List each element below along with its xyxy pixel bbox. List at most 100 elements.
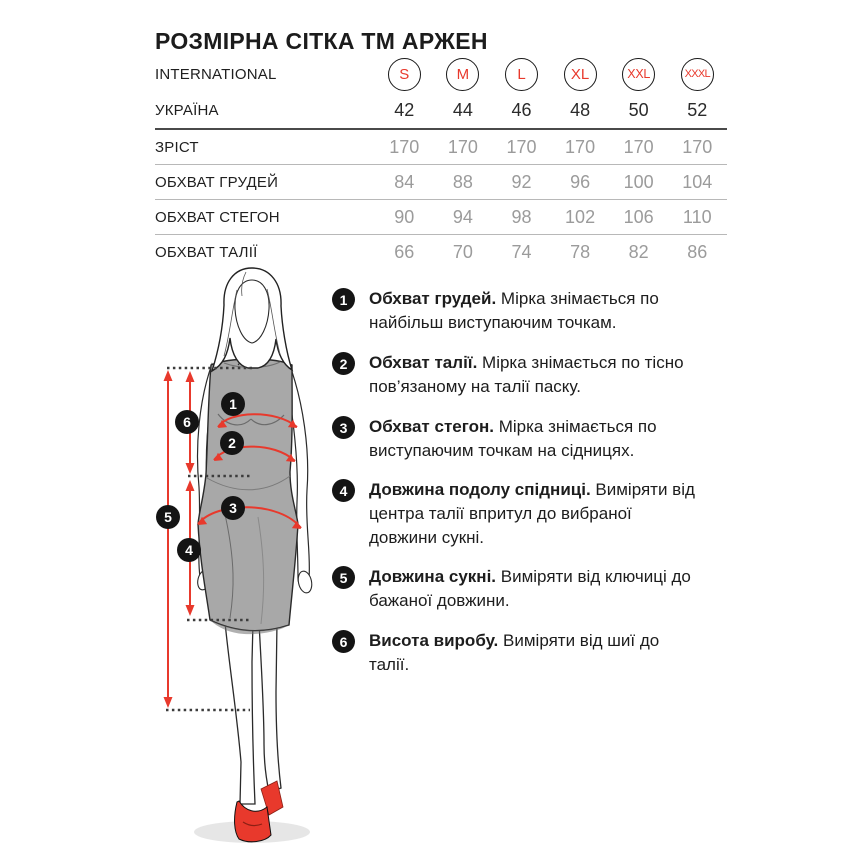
figure-marker-3: 3 [221,496,245,520]
cell: 46 [511,100,532,120]
dress-length-arrow [163,370,173,708]
cell: 170 [447,136,478,157]
legend-marker-3: 3 [332,416,355,439]
cell: 42 [394,100,415,120]
legend-desc: Мірка знімається по найбільш виступаючим… [369,289,659,332]
cell: 94 [452,206,473,227]
cell: 52 [687,100,708,120]
back-leg-shape [258,621,282,793]
hip-girth-arrow [197,506,302,529]
bust-girth-arrow [217,413,298,428]
size-table: INTERNATIONAL S M L XL XXL XXXL УКРАЇНА … [155,55,727,269]
legend-item-waist: 2 Обхват талії. Мірка знімається по тісн… [332,351,724,399]
table-row-chest: ОБХВАТ ГРУДЕЙ 84 88 92 96 100 104 [155,165,727,200]
figure-marker-label: 6 [183,414,191,430]
row-label: ОБХВАТ ТАЛІЇ [155,243,258,261]
legend-desc: Виміряти від центра талії впритул до виб… [369,480,695,547]
legend-item-product-height: 6 Висота виробу. Виміряти від шиї до тал… [332,629,724,677]
figure-marker-label: 4 [185,542,193,558]
dress-shape [197,358,299,632]
legend-marker-6: 6 [332,630,355,653]
size-label: S [399,65,410,83]
table-row-height: ЗРІСТ 170 170 170 170 170 170 [155,130,727,165]
size-circle-m: M [446,57,480,91]
legend-marker-4: 4 [332,479,355,502]
face-shape [234,279,270,344]
legend-item-chest: 1 Обхват грудей. Мірка знімається по най… [332,287,724,335]
legend-desc: Виміряти від ключиці до бажаної довжини. [369,567,691,610]
size-circle-xxxl: XXXL [680,57,714,91]
cell: 88 [452,171,473,192]
figure-marker-1: 1 [221,392,245,416]
cell: 50 [628,100,649,120]
size-label: XXXL [684,67,711,80]
table-row-hips: ОБХВАТ СТЕГОН 90 94 98 102 106 110 [155,200,727,235]
hem-shadow-shape [210,620,289,635]
shoe-detail-line [242,821,263,827]
figure-marker-6: 6 [175,410,199,434]
cell: 96 [570,171,591,192]
size-label: L [517,65,526,83]
figure-marker-label: 2 [228,435,236,451]
legend-marker-2: 2 [332,352,355,375]
size-circle-l: L [504,57,538,91]
legend-term: Обхват стегон. [369,417,494,436]
waist-seam-line [206,475,291,491]
legend-desc: Виміряти від шиї до талії. [369,631,660,674]
cell: 82 [628,241,649,262]
cell: 44 [452,100,473,120]
skirt-fold-line [223,509,234,619]
table-row-international: INTERNATIONAL S M L XL XXL XXXL [155,55,727,93]
legend-item-skirt-length: 4 Довжина подолу спідниці. Виміряти від … [332,478,724,550]
row-label: ОБХВАТ СТЕГОН [155,208,280,226]
size-label: XL [570,65,590,83]
cell: 170 [389,136,420,157]
row-label-ukraine: УКРАЇНА [155,102,219,119]
size-circle-xxl: XXL [622,57,656,91]
cell: 102 [565,206,596,227]
front-leg-shape [224,621,256,805]
figure-marker-label: 1 [229,396,237,412]
measurement-figure-illustration: 1 2 3 4 5 6 [156,267,313,843]
legend-term: Довжина подолу спідниці. [369,480,591,499]
cell: 48 [570,100,591,120]
skirt-fold-line [257,516,265,625]
legend-term: Довжина сукні. [369,567,497,586]
cell: 170 [506,136,537,157]
cell: 66 [394,241,415,262]
back-shoe-shape [260,780,284,816]
legend-item-hips: 3 Обхват стегон. Мірка знімається по вис… [332,415,724,463]
cell: 106 [623,206,654,227]
hair-strand-lines [223,271,281,357]
right-hand-shape [297,570,313,594]
cell: 104 [682,171,713,192]
cell: 110 [682,206,712,227]
figure-marker-label: 5 [164,509,172,525]
cell: 84 [394,171,415,192]
legend-marker-1: 1 [332,288,355,311]
row-label: ЗРІСТ [155,138,199,156]
waist-girth-arrow [213,445,296,462]
size-label: M [456,65,470,83]
legend-term: Висота виробу. [369,631,499,650]
cell: 70 [452,241,473,262]
legend-term: Обхват грудей. [369,289,497,308]
cell: 74 [511,241,532,262]
size-circle-xl: XL [563,57,597,91]
table-row-waist: ОБХВАТ ТАЛІЇ 66 70 74 78 82 86 [155,235,727,269]
front-shoe-shape [234,800,272,843]
figure-marker-2: 2 [220,431,244,455]
cell: 86 [687,241,708,262]
legend-marker-5: 5 [332,566,355,589]
figure-marker-4: 4 [177,538,201,562]
cell: 170 [682,136,713,157]
cell: 100 [623,171,654,192]
cell: 170 [565,136,596,157]
figure-marker-5: 5 [156,505,180,529]
size-circle-s: S [387,57,421,91]
legend-term: Обхват талії. [369,353,478,372]
legend-desc: Мірка знімається по виступаючим точкам н… [369,417,657,460]
cell: 78 [570,241,591,262]
table-row-ukraine: УКРАЇНА 42 44 46 48 50 52 [155,93,727,130]
